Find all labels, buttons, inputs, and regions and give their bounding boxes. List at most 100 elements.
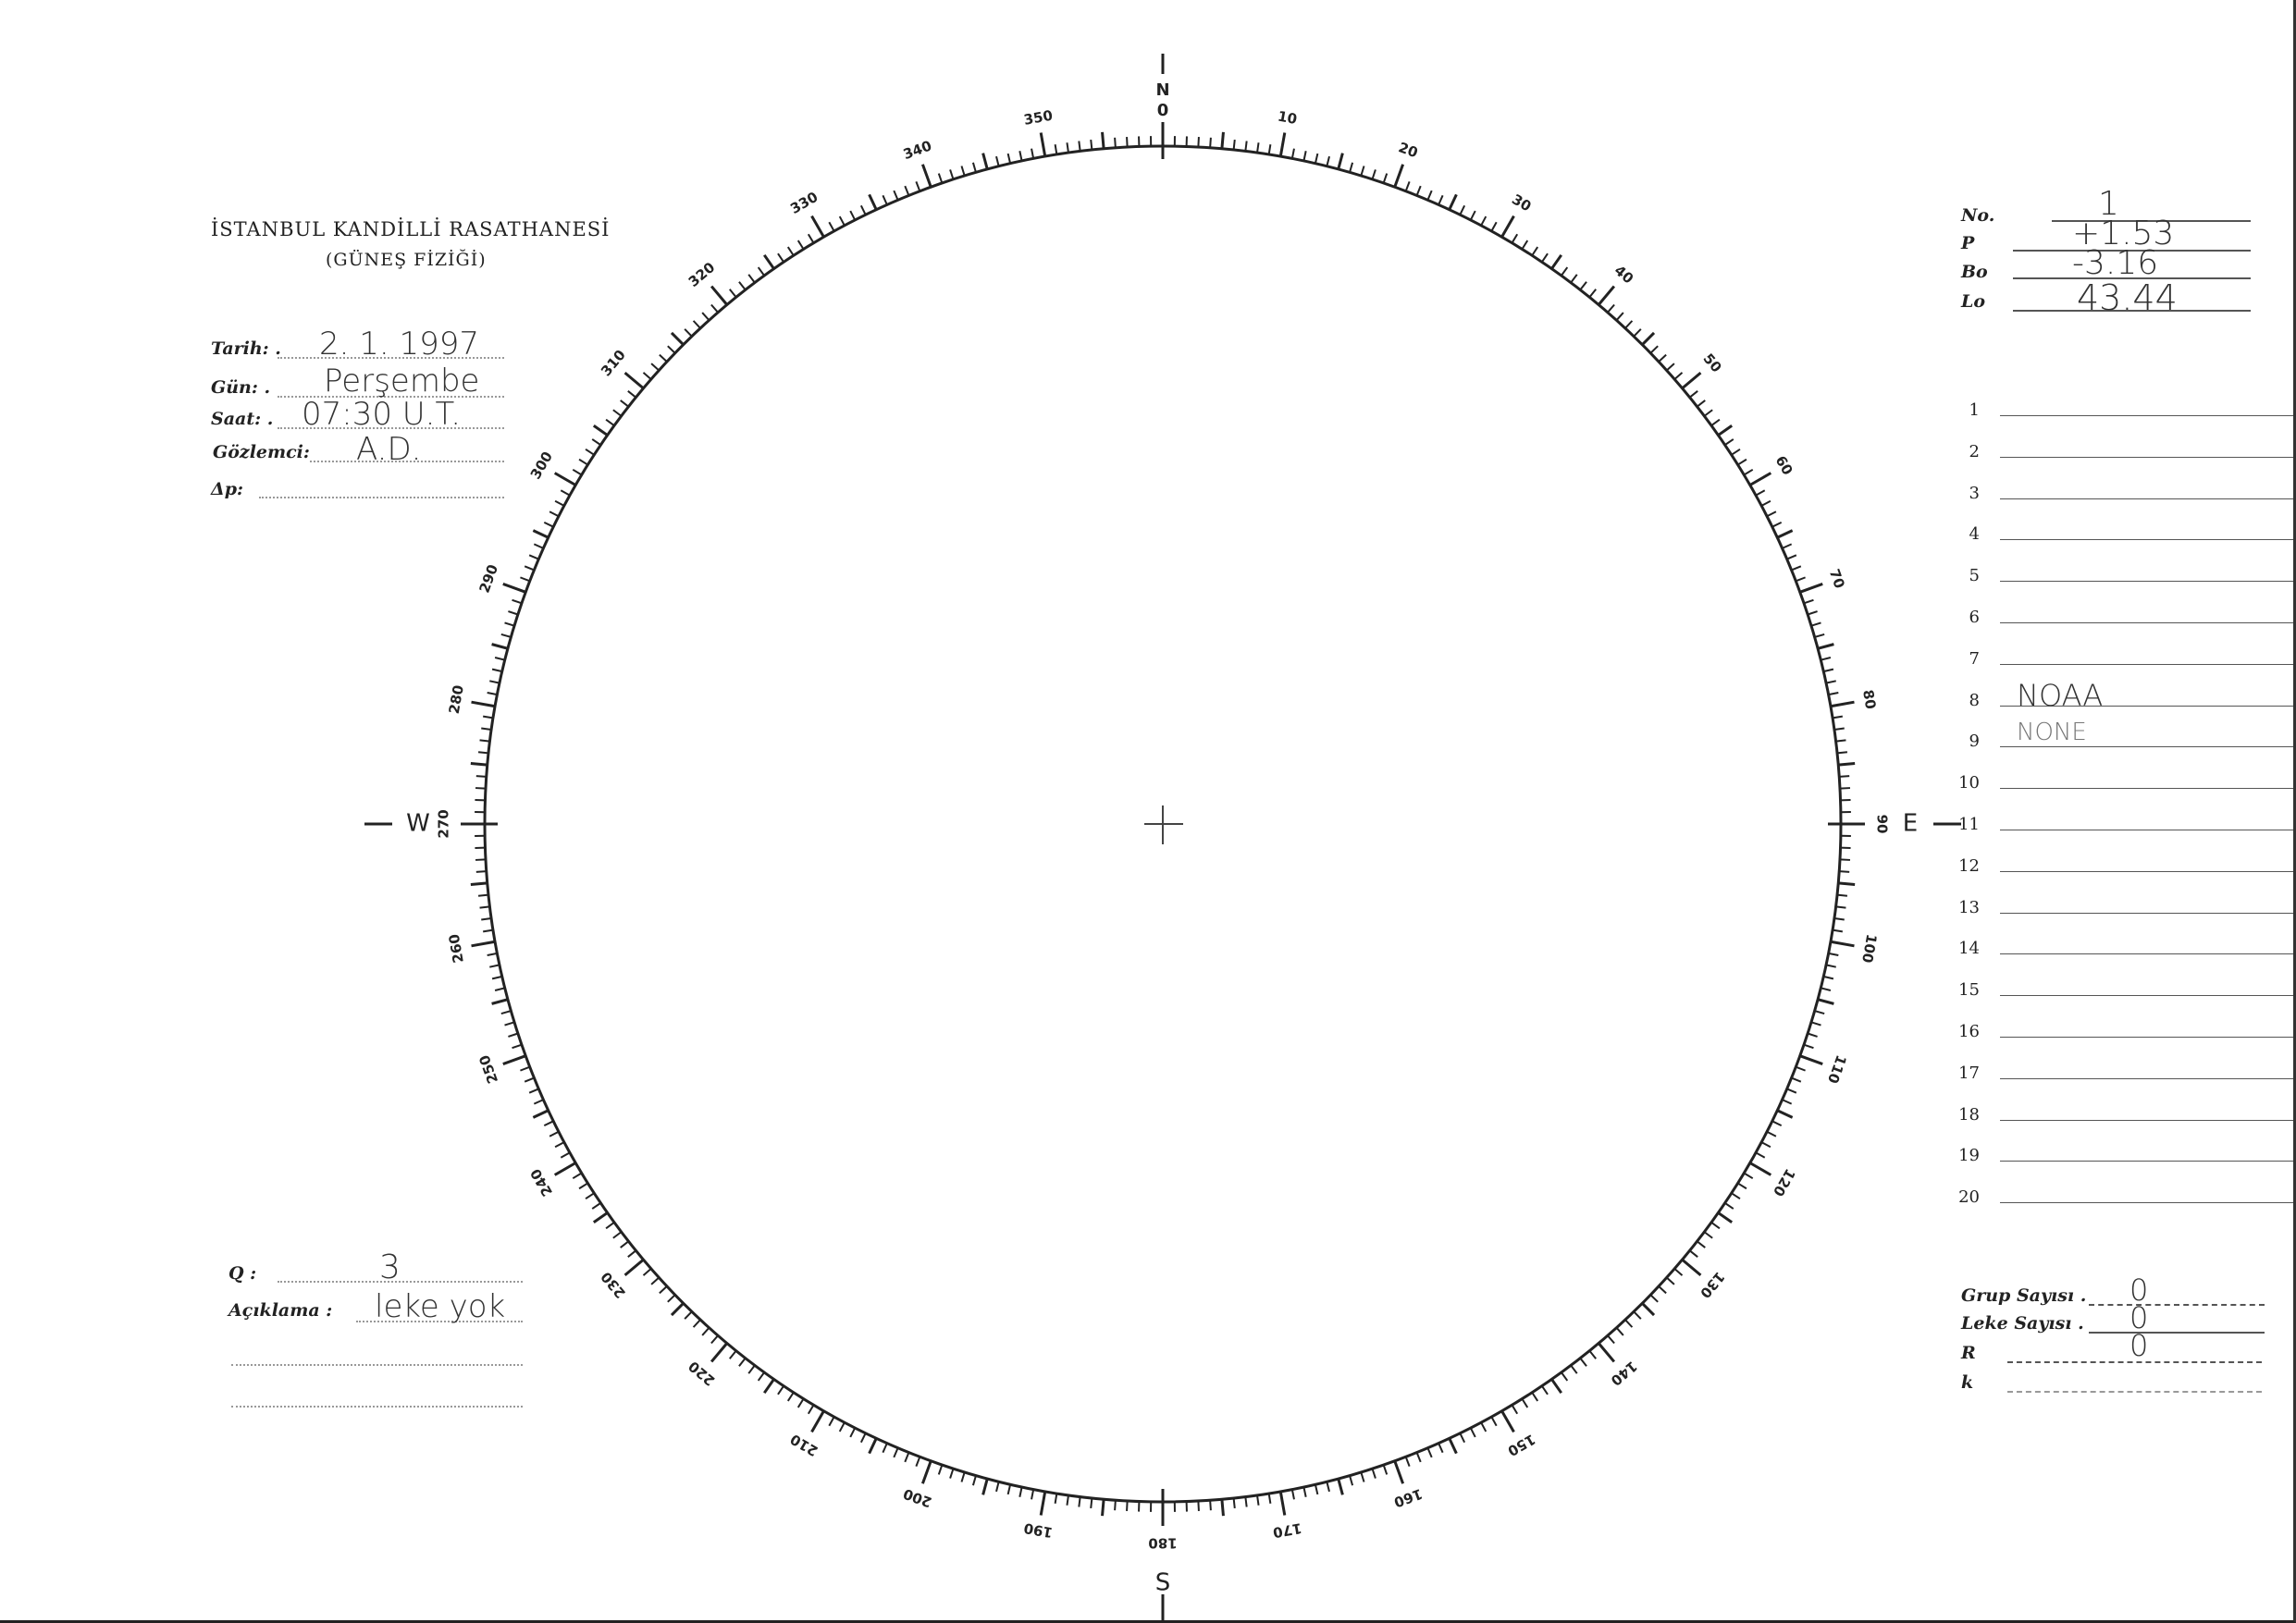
degree-tick (1404, 1456, 1411, 1467)
degree-tick (554, 499, 565, 507)
degree-label: 60 (1772, 453, 1796, 478)
degree-tick (710, 303, 719, 314)
degree-tick (1459, 1432, 1466, 1444)
degree-tick (1607, 303, 1615, 314)
degree-tick (915, 1456, 921, 1467)
note-row-line (2000, 746, 2293, 748)
note-row-number: 20 (1958, 1187, 1980, 1208)
degree-tick (1302, 1486, 1307, 1497)
degree-tick (1404, 181, 1411, 192)
degree-tick (701, 1327, 710, 1336)
tarih-label: Tarih: . (211, 338, 281, 359)
degree-tick (471, 700, 496, 708)
degree-tick (1114, 1500, 1117, 1511)
lo-value[interactable]: 43.44 (2077, 277, 2178, 318)
p-value[interactable]: +1.53 (2072, 215, 2175, 252)
degree-tick (1658, 1285, 1667, 1295)
saat-value[interactable]: 07:30 U.T. (302, 396, 462, 433)
degree-tick (1814, 1010, 1825, 1015)
note-row-number: 1 (1969, 400, 1980, 420)
degree-tick (1839, 870, 1850, 873)
degree-tick (1607, 1334, 1615, 1345)
note-row-value[interactable]: NONE (2017, 719, 2087, 747)
degree-tick (1371, 169, 1376, 180)
gozlemci-value[interactable]: A.D. (356, 431, 422, 468)
grup-sayisi-label: Grup Sayısı . (1961, 1285, 2087, 1306)
degree-label: 300 (527, 449, 556, 482)
degree-tick (1803, 1043, 1814, 1050)
degree-tick (981, 1478, 989, 1495)
degree-tick (475, 870, 487, 873)
degree-tick (578, 458, 588, 466)
degree-tick (1561, 1371, 1569, 1382)
department-subtitle: (GÜNEŞ FİZİĞİ) (326, 250, 487, 270)
degree-tick (1835, 739, 1846, 743)
degree-tick (1786, 1088, 1797, 1094)
degree-label: 250 (475, 1052, 501, 1086)
leke-sayisi-value[interactable]: 0 (2129, 1300, 2149, 1335)
degree-tick (1689, 1249, 1698, 1258)
degree-tick (475, 858, 487, 861)
degree-tick (1703, 1231, 1713, 1239)
gun-value[interactable]: Perşembe (324, 363, 480, 400)
degree-tick (1256, 142, 1260, 154)
degree-tick (1710, 1222, 1721, 1230)
degree-tick (1743, 468, 1754, 476)
degree-tick (1114, 137, 1117, 148)
degree-tick (810, 1410, 825, 1433)
note-row-line (2000, 1077, 2293, 1079)
cardinal-west-label: W (406, 810, 430, 838)
bo-value[interactable]: -3.16 (2072, 244, 2159, 282)
degree-tick (1500, 215, 1515, 238)
note-row-number: 11 (1958, 815, 1980, 834)
degree-tick (1438, 1443, 1444, 1454)
grup-sayisi-value[interactable]: 0 (2129, 1273, 2149, 1308)
aciklama-value[interactable]: leke yok (375, 1288, 506, 1325)
degree-tick (1817, 998, 1834, 1005)
degree-tick (1776, 529, 1794, 539)
tarih-value[interactable]: 2. 1. 1997 (319, 326, 480, 363)
degree-tick (710, 1342, 728, 1363)
q-value[interactable]: 3 (379, 1248, 401, 1286)
degree-tick (572, 1172, 583, 1180)
degree-tick (868, 193, 878, 211)
degree-tick (1666, 1276, 1675, 1285)
cardinal-north-label: N (1155, 80, 1169, 100)
degree-label: 10 (1277, 108, 1299, 128)
degree-tick (667, 345, 676, 354)
degree-tick (481, 727, 492, 731)
degree-tick (1039, 132, 1047, 157)
degree-tick (796, 240, 805, 250)
no-value[interactable]: 1 (2098, 185, 2119, 223)
note-row-line (2000, 539, 2293, 541)
degree-tick (1703, 409, 1713, 417)
degree-tick (475, 775, 487, 778)
q-line (278, 1281, 523, 1283)
degree-tick (710, 1334, 719, 1345)
degree-tick (1737, 1182, 1747, 1190)
degree-tick (1839, 858, 1851, 861)
note-row-line (2000, 415, 2293, 416)
degree-tick (475, 787, 487, 790)
degree-tick (1743, 1172, 1754, 1180)
degree-label: 150 (1505, 1431, 1538, 1459)
degree-tick (1791, 565, 1802, 572)
degree-tick (960, 1471, 966, 1482)
r-value[interactable]: 0 (2129, 1328, 2149, 1363)
degree-tick (1349, 162, 1354, 173)
degree-tick (1382, 173, 1389, 184)
degree-tick (1090, 139, 1093, 151)
degree-tick (1290, 1489, 1295, 1500)
degree-tick (1820, 657, 1832, 661)
degree-tick (1807, 610, 1818, 616)
degree-tick (560, 1151, 571, 1159)
degree-tick (659, 1285, 668, 1295)
degree-tick (747, 1364, 756, 1374)
degree-tick (1649, 345, 1659, 354)
degree-tick (1039, 1491, 1047, 1516)
degree-tick (1776, 1109, 1794, 1119)
degree-tick (1550, 1378, 1562, 1395)
note-row-value[interactable]: NOAA (2017, 677, 2104, 713)
degree-tick (1833, 727, 1845, 731)
degree-tick (1832, 928, 1843, 933)
